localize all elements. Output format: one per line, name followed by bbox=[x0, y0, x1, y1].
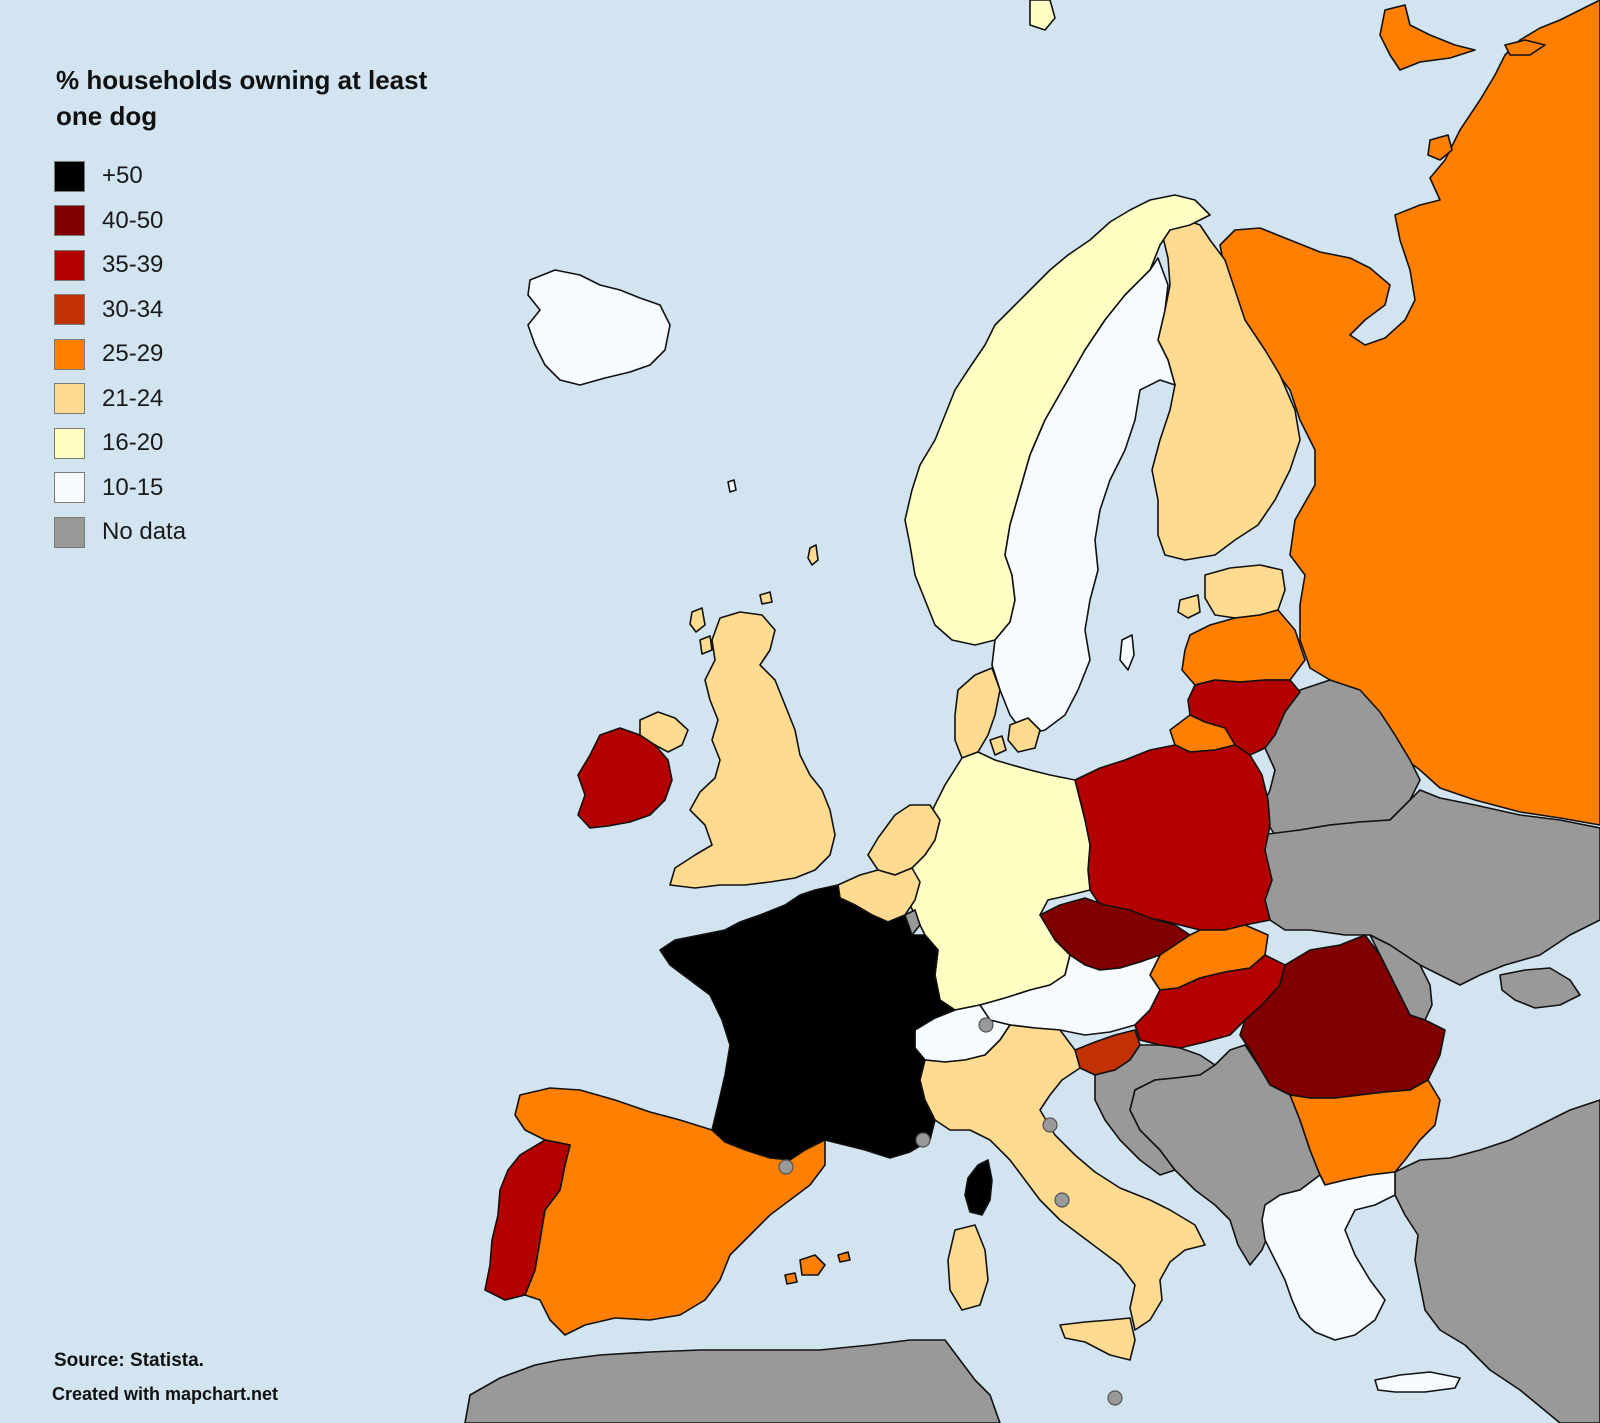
italy bbox=[919, 1024, 1206, 1331]
greece bbox=[1261, 1171, 1396, 1341]
faroe-islands bbox=[727, 479, 737, 493]
uk-skye bbox=[699, 635, 713, 655]
france bbox=[659, 884, 956, 1161]
legend-swatch bbox=[54, 383, 85, 415]
monaco-marker bbox=[915, 1132, 931, 1148]
legend-title: % households owning at least one dog bbox=[56, 65, 428, 131]
sweden bbox=[991, 257, 1176, 736]
legend-swatch bbox=[54, 205, 85, 237]
legend-item: 16-20 bbox=[54, 421, 474, 466]
legend-swatch bbox=[54, 472, 85, 504]
poland bbox=[1074, 744, 1273, 931]
andorra-marker bbox=[778, 1159, 794, 1175]
turkey bbox=[1394, 1099, 1600, 1423]
legend-swatch bbox=[54, 338, 85, 370]
uk-hebrides bbox=[689, 607, 706, 633]
uk-shetland bbox=[807, 544, 819, 566]
uk-orkney bbox=[759, 591, 773, 605]
legend-item: +50 bbox=[54, 154, 474, 199]
legend-item: No data bbox=[54, 510, 474, 555]
legend-item: 40-50 bbox=[54, 199, 474, 244]
corsica bbox=[964, 1159, 993, 1216]
estonia-saaremaa bbox=[1177, 594, 1201, 619]
legend-swatch bbox=[54, 249, 85, 281]
portugal bbox=[484, 1139, 571, 1301]
legend-label: +50 bbox=[102, 162, 143, 190]
russia-island-north bbox=[1504, 39, 1546, 56]
legend-label: 21-24 bbox=[102, 384, 164, 412]
legend-swatch bbox=[54, 516, 85, 548]
sicily bbox=[1059, 1317, 1136, 1361]
sardinia bbox=[947, 1224, 989, 1311]
northern-ireland bbox=[639, 711, 689, 753]
ukraine-crimea bbox=[1499, 967, 1581, 1009]
legend-label: 30-34 bbox=[102, 295, 164, 323]
legend-label: 10-15 bbox=[102, 473, 164, 501]
denmark bbox=[954, 667, 1001, 759]
north-africa bbox=[464, 1339, 1001, 1423]
balearic-menorca bbox=[837, 1251, 851, 1263]
russia-kolguev bbox=[1427, 134, 1453, 161]
legend-items: +50 40-50 35-39 30-34 25-29 21-24 bbox=[54, 154, 474, 555]
greece-crete bbox=[1374, 1371, 1461, 1393]
legend-label: 35-39 bbox=[102, 251, 164, 279]
malta-marker bbox=[1107, 1390, 1123, 1406]
legend-swatch bbox=[54, 427, 85, 459]
balearic-mallorca bbox=[799, 1254, 826, 1276]
source-text: Source: Statista. bbox=[54, 1350, 204, 1371]
estonia bbox=[1204, 564, 1286, 619]
ukraine bbox=[1259, 789, 1600, 986]
sweden-gotland bbox=[1119, 634, 1135, 671]
balearic-ibiza bbox=[784, 1272, 798, 1285]
legend-item: 21-24 bbox=[54, 377, 474, 422]
norway-island-north bbox=[1029, 0, 1056, 31]
legend-item: 10-15 bbox=[54, 466, 474, 511]
legend-item: 25-29 bbox=[54, 332, 474, 377]
legend-label: 16-20 bbox=[102, 429, 164, 457]
legend: % households owning at least one dog +50… bbox=[54, 62, 474, 555]
liechtenstein-marker bbox=[978, 1017, 994, 1033]
netherlands bbox=[867, 804, 941, 876]
legend-swatch bbox=[54, 294, 85, 326]
legend-swatch bbox=[54, 160, 85, 192]
denmark-funen bbox=[989, 735, 1007, 756]
legend-label: 40-50 bbox=[102, 206, 164, 234]
credit-text: Created with mapchart.net bbox=[52, 1384, 279, 1404]
legend-item: 30-34 bbox=[54, 288, 474, 333]
united-kingdom bbox=[669, 611, 836, 889]
legend-item: 35-39 bbox=[54, 243, 474, 288]
iceland bbox=[527, 269, 671, 386]
legend-label: 25-29 bbox=[102, 340, 164, 368]
vatican-marker bbox=[1054, 1192, 1070, 1208]
denmark-zealand bbox=[1007, 717, 1041, 753]
legend-label: No data bbox=[102, 518, 187, 546]
russia-novaya-zemlya bbox=[1379, 4, 1476, 71]
san-marino-marker bbox=[1042, 1117, 1058, 1133]
